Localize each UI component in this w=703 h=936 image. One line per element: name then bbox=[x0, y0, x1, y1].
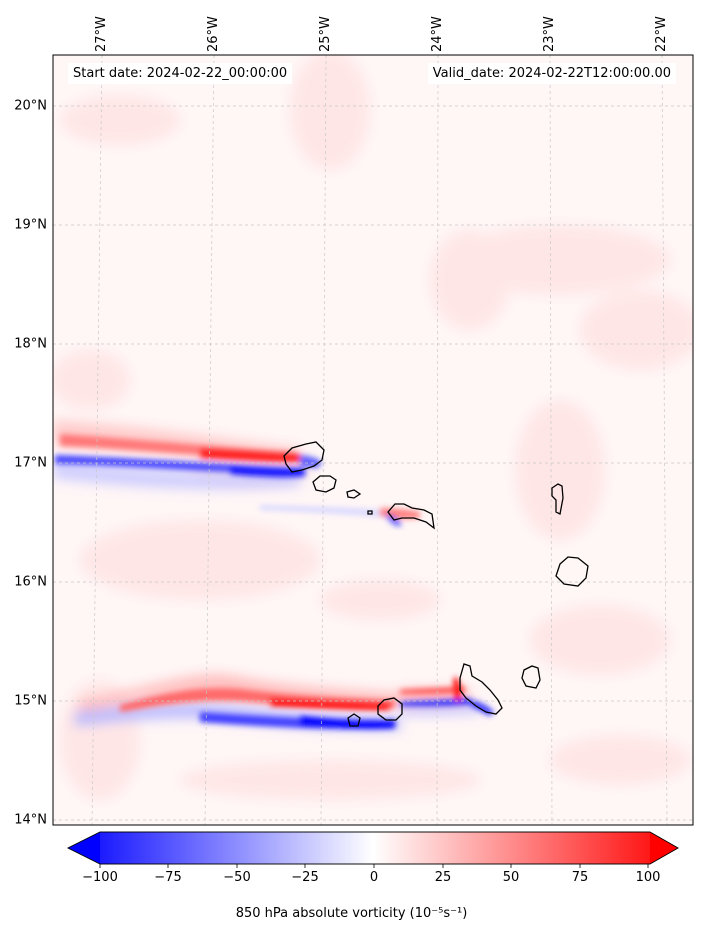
colorbar-tick: −50 bbox=[223, 870, 251, 885]
lat-label: 17°N bbox=[14, 455, 47, 471]
graticule bbox=[53, 55, 693, 825]
island-santa-luzia bbox=[346, 489, 362, 499]
coastlines bbox=[283, 441, 589, 727]
colorbar-tick: −100 bbox=[82, 870, 118, 885]
vorticity-field bbox=[53, 55, 693, 825]
colorbar-tick: 100 bbox=[635, 870, 661, 885]
colorbar bbox=[67, 831, 679, 868]
start-date-label: Start date: 2024-02-22_00:00:00 bbox=[68, 63, 293, 84]
lon-label: 25°W bbox=[318, 16, 333, 52]
lat-label: 15°N bbox=[14, 693, 47, 709]
colorbar-title: 850 hPa absolute vorticity (10⁻⁵s⁻¹) bbox=[235, 906, 468, 921]
island-santiago bbox=[459, 663, 503, 715]
lon-label: 26°W bbox=[206, 16, 221, 52]
plot-frame bbox=[52, 54, 694, 826]
lat-label: 19°N bbox=[14, 217, 47, 233]
valid-date-label: Valid_date: 2024-02-22T12:00:00.00 bbox=[427, 63, 676, 84]
lon-label: 24°W bbox=[430, 16, 445, 52]
lon-label: 27°W bbox=[94, 16, 109, 52]
island-raso bbox=[367, 510, 373, 515]
island-fogo bbox=[377, 697, 403, 721]
island-boa-vista bbox=[555, 556, 589, 587]
colorbar-tick: 50 bbox=[502, 870, 520, 885]
lat-label: 14°N bbox=[14, 812, 47, 828]
lon-label: 23°W bbox=[542, 16, 557, 52]
island-sal bbox=[551, 483, 564, 515]
colorbar-tick: 25 bbox=[434, 870, 452, 885]
colorbar-tick: 75 bbox=[571, 870, 589, 885]
island-sao-nicolau bbox=[387, 503, 435, 530]
lon-label: 22°W bbox=[654, 16, 669, 52]
colorbar-tick: −25 bbox=[291, 870, 319, 885]
island-sao-vicente bbox=[312, 475, 337, 493]
lat-label: 20°N bbox=[14, 98, 47, 114]
island-santo-antao bbox=[283, 441, 325, 473]
colorbar-tick: 0 bbox=[369, 870, 379, 885]
island-brava bbox=[347, 713, 361, 727]
lat-label: 18°N bbox=[14, 336, 47, 352]
island-maio bbox=[521, 665, 541, 689]
colorbar-tick: −75 bbox=[154, 870, 182, 885]
lat-label: 16°N bbox=[14, 574, 47, 590]
